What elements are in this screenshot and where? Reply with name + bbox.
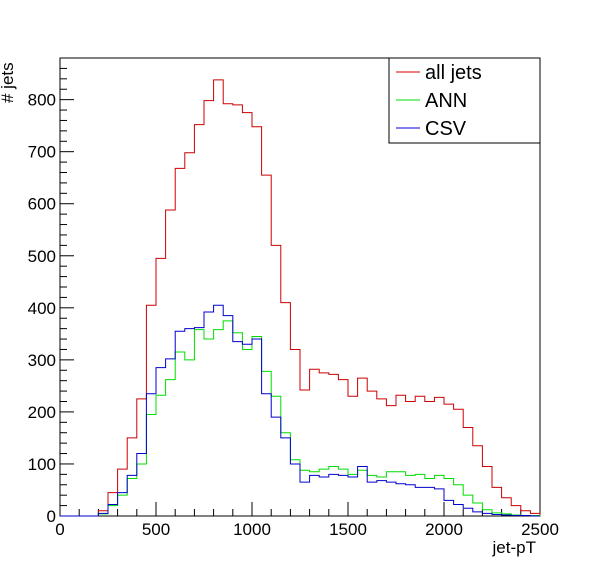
series-all-jets-line bbox=[60, 79, 541, 517]
x-tick-label: 2500 bbox=[521, 520, 559, 539]
y-tick-label: 400 bbox=[28, 299, 56, 318]
x-axis-title: jet-pT bbox=[492, 538, 536, 557]
legend-label: CSV bbox=[425, 118, 467, 140]
series-layer bbox=[60, 79, 541, 517]
x-axis: 0 500 1000 1500 2000 2500 bbox=[55, 502, 559, 539]
y-axis-title: # jets bbox=[0, 62, 17, 103]
x-tick-label: 2000 bbox=[425, 520, 463, 539]
x-tick-label: 0 bbox=[55, 520, 64, 539]
y-tick-label: 200 bbox=[28, 403, 56, 422]
series-CSV-line bbox=[60, 304, 540, 517]
legend: all jets ANN CSV bbox=[388, 57, 541, 144]
y-tick-label: 300 bbox=[28, 351, 56, 370]
y-tick-label: 0 bbox=[47, 507, 56, 526]
y-tick-label: 600 bbox=[28, 195, 56, 214]
y-tick-label: 800 bbox=[28, 91, 56, 110]
y-tick-label: 700 bbox=[28, 143, 56, 162]
x-tick-label: 1000 bbox=[233, 520, 271, 539]
x-tick-label: 500 bbox=[142, 520, 170, 539]
y-tick-label: 500 bbox=[28, 247, 56, 266]
y-tick-label: 100 bbox=[28, 455, 56, 474]
y-axis: 0 100 200 300 400 500 600 700 800 bbox=[28, 57, 74, 526]
series-ANN-line bbox=[60, 320, 541, 517]
x-tick-label: 1500 bbox=[329, 520, 367, 539]
legend-label: all jets bbox=[425, 62, 482, 84]
legend-label: ANN bbox=[425, 90, 467, 112]
